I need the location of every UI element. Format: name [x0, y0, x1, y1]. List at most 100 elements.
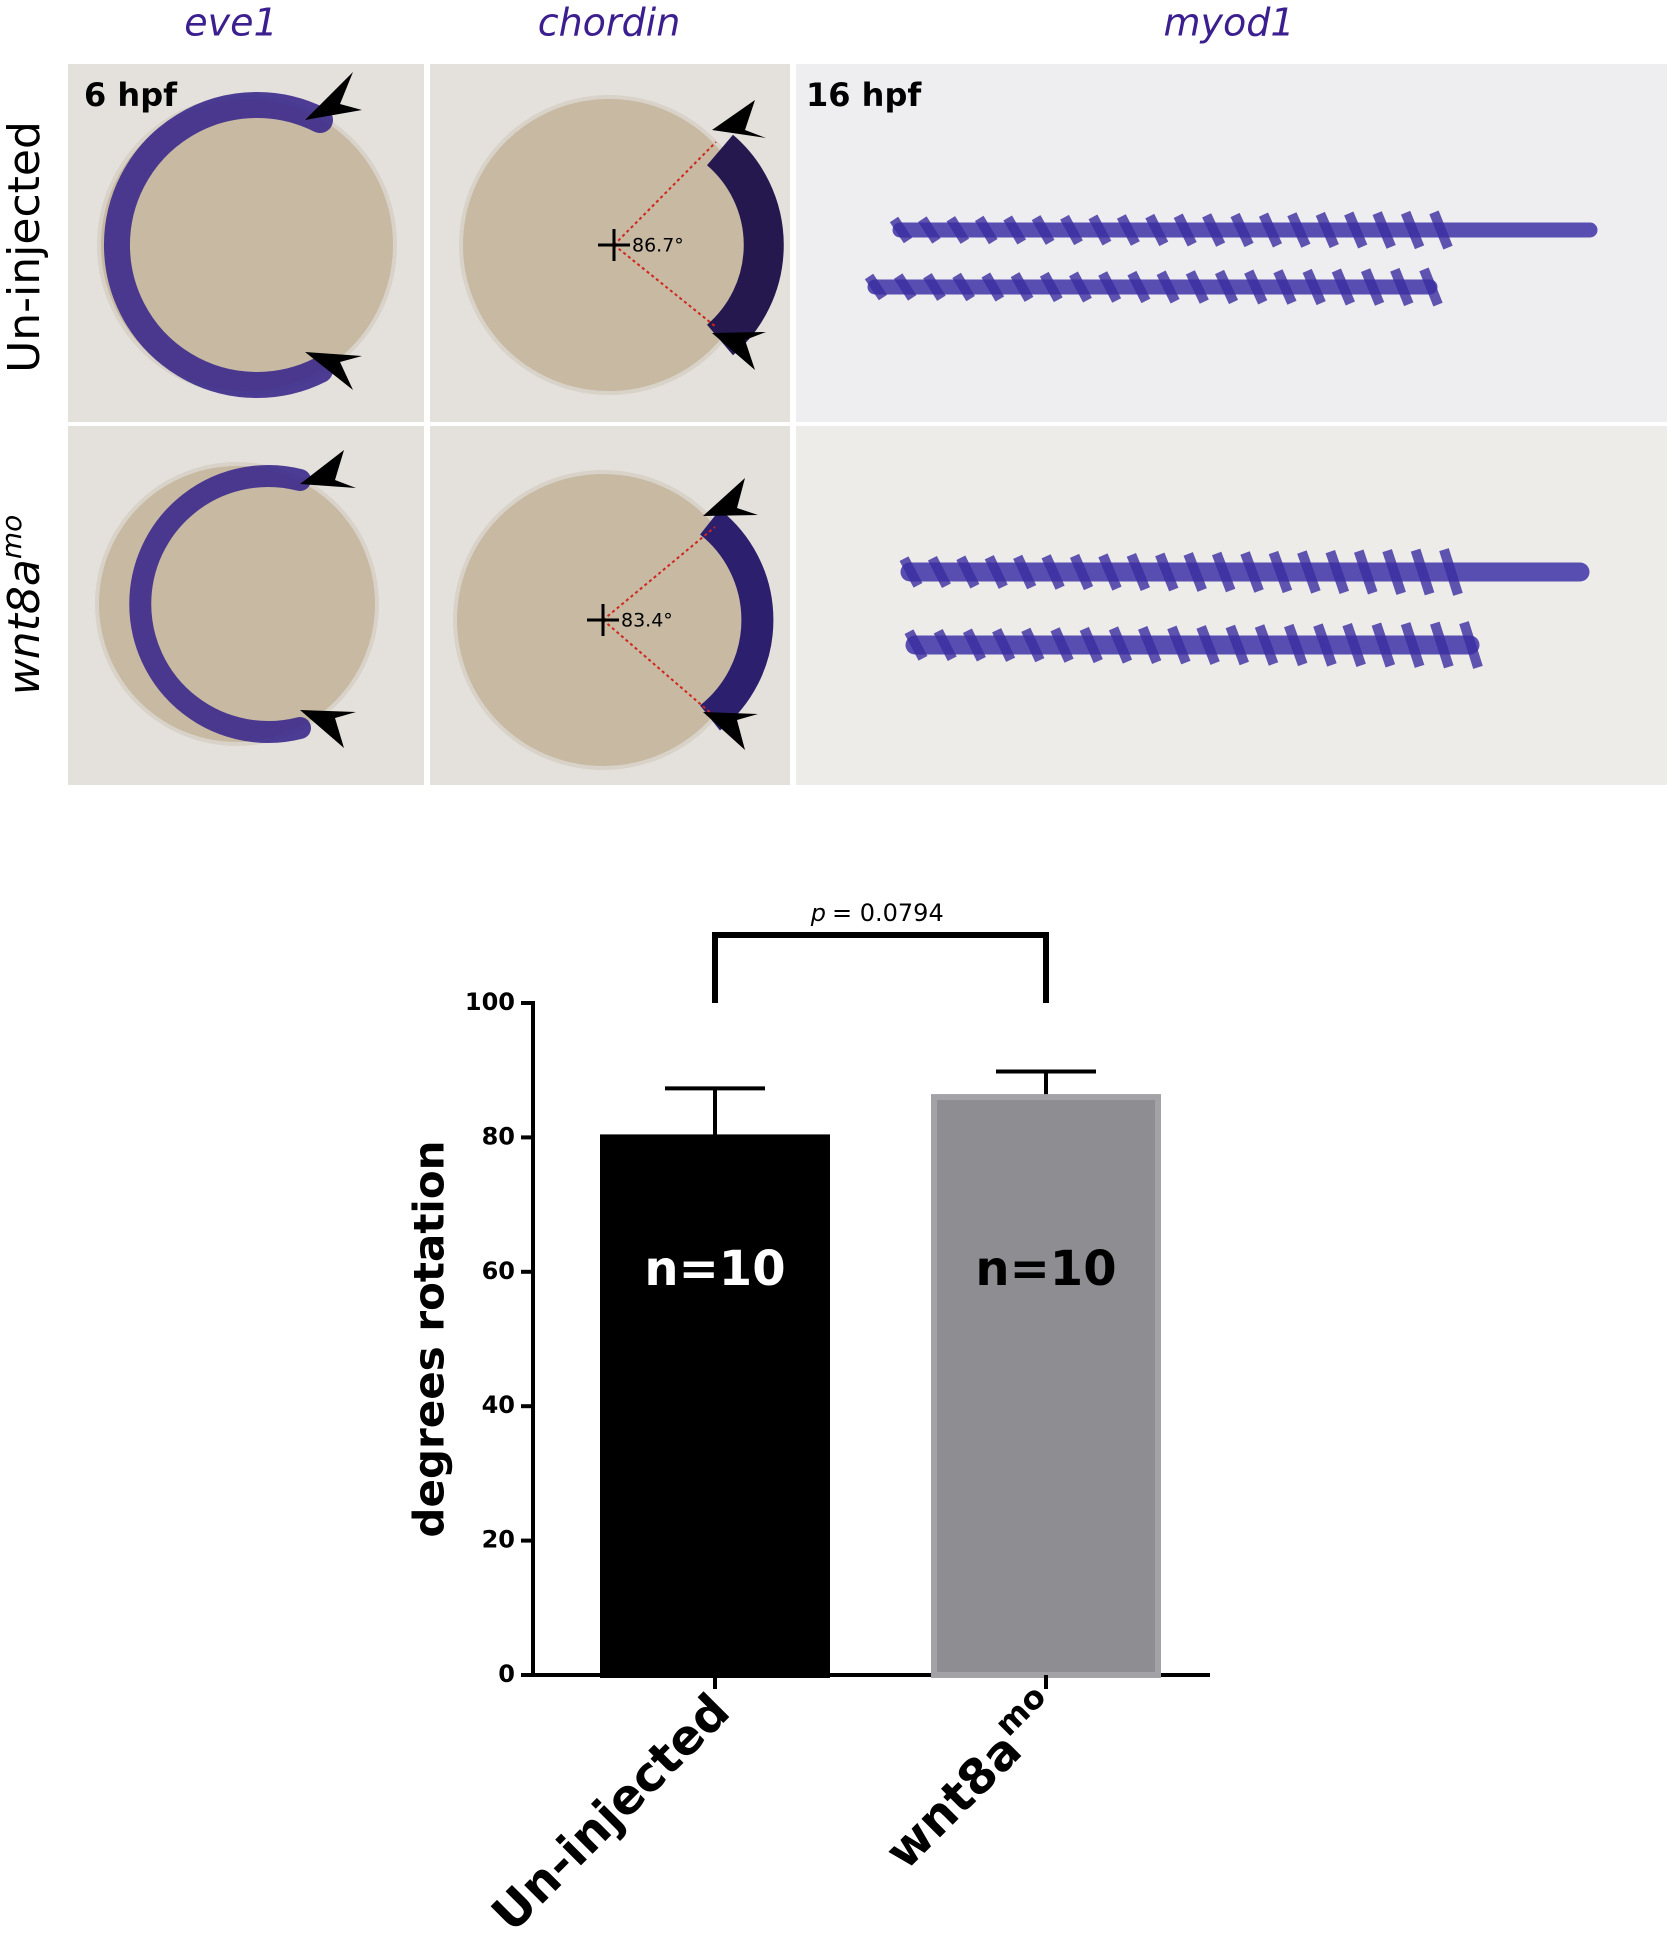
somite: [1344, 211, 1368, 249]
y-tick-label: 20: [482, 1526, 515, 1554]
somite: [1196, 625, 1220, 665]
expression-band: [129, 465, 311, 743]
somite: [1183, 552, 1207, 592]
somite: [1287, 212, 1311, 248]
somite: [1230, 212, 1254, 248]
somite: [1400, 210, 1425, 250]
somite: [1031, 215, 1055, 245]
somites: [864, 210, 1598, 669]
somite: [1214, 269, 1239, 305]
somite: [1127, 270, 1151, 304]
somite: [1302, 268, 1326, 306]
somite: [1098, 553, 1122, 591]
y-tick-label: 0: [498, 1660, 515, 1688]
somite: [1400, 622, 1425, 668]
somite: [904, 629, 928, 661]
somite: [894, 273, 917, 301]
somite: [1268, 550, 1293, 594]
y-axis-label: degrees rotation: [405, 1140, 454, 1537]
somite: [1459, 621, 1483, 669]
panel: [796, 426, 1667, 785]
embryo: [97, 95, 397, 395]
row-label-group: wnt8amo: [0, 515, 50, 696]
angle-label: 83.4°: [621, 610, 673, 632]
x-tick-label: wnt8amo: [869, 1677, 1072, 1880]
row-label: Un-injected: [0, 121, 50, 373]
somite: [1069, 271, 1092, 303]
somite: [984, 555, 1008, 589]
somite: [1390, 267, 1414, 307]
somite: [1060, 214, 1083, 246]
significance-text: = 0.0794: [832, 899, 944, 927]
somite: [974, 215, 998, 245]
somite: [1331, 268, 1355, 306]
x-tick-label-sup: mo: [987, 1677, 1053, 1743]
somite: [1429, 210, 1453, 250]
panel: [796, 64, 1667, 422]
somite: [1145, 213, 1169, 247]
y-tick-label: 40: [482, 1391, 515, 1419]
somite: [1410, 548, 1435, 596]
somite: [1050, 627, 1074, 663]
somite: [1360, 268, 1385, 306]
somite: [1254, 624, 1279, 666]
somite: [962, 628, 986, 662]
stage-label: 16 hpf: [806, 76, 922, 114]
somite: [1240, 551, 1264, 593]
x-tick-label: Un-injected: [481, 1683, 741, 1936]
somite: [1167, 625, 1191, 665]
somite: [933, 628, 957, 662]
bar: [931, 1094, 1161, 1678]
significance-symbol: p: [810, 899, 826, 927]
somite: [1202, 213, 1226, 247]
somite: [1069, 553, 1094, 591]
y-tick-label: 80: [482, 1122, 515, 1150]
arrowheads: [300, 72, 766, 750]
somite: [1088, 214, 1112, 246]
somite: [1003, 215, 1027, 245]
somite: [1342, 622, 1366, 668]
somite: [1126, 553, 1150, 591]
expression-band: [103, 92, 333, 398]
somite: [1371, 622, 1396, 668]
somite: [1079, 626, 1103, 664]
somite: [1419, 267, 1443, 307]
column-label: myod1: [1163, 1, 1294, 45]
row-label: wnt8amo: [0, 515, 50, 696]
somite: [946, 216, 970, 244]
somite: [956, 555, 980, 589]
somite: [927, 555, 951, 589]
somite: [1185, 270, 1209, 304]
somite: [1013, 554, 1037, 590]
somite: [1284, 623, 1308, 667]
significance-bracket: [712, 932, 1049, 1003]
expression-band: [699, 509, 774, 731]
somite: [1430, 621, 1454, 669]
column-label: chordin: [538, 1, 681, 45]
column-label: eve1: [184, 1, 277, 45]
somite: [981, 272, 1005, 302]
somite: [1173, 213, 1197, 247]
somite: [889, 216, 913, 244]
somite: [1039, 271, 1063, 303]
somite: [1313, 623, 1337, 667]
somite: [1138, 626, 1162, 664]
somite: [992, 628, 1016, 662]
angle-lines: [602, 141, 717, 716]
somite: [1244, 269, 1268, 305]
bar-annotation: n=10: [644, 1241, 785, 1297]
somite: [1010, 272, 1034, 302]
y-tick-label: 60: [482, 1257, 515, 1285]
somite: [918, 216, 941, 244]
angle-label: 86.7°: [632, 235, 684, 257]
row-label-sup: mo: [0, 515, 28, 559]
bar-annotation: n=10: [975, 1241, 1116, 1297]
somite: [1372, 211, 1396, 249]
somite: [952, 272, 975, 302]
somite: [1021, 627, 1045, 663]
somite: [1116, 214, 1140, 246]
somite: [1353, 549, 1378, 595]
somite: [899, 556, 923, 588]
